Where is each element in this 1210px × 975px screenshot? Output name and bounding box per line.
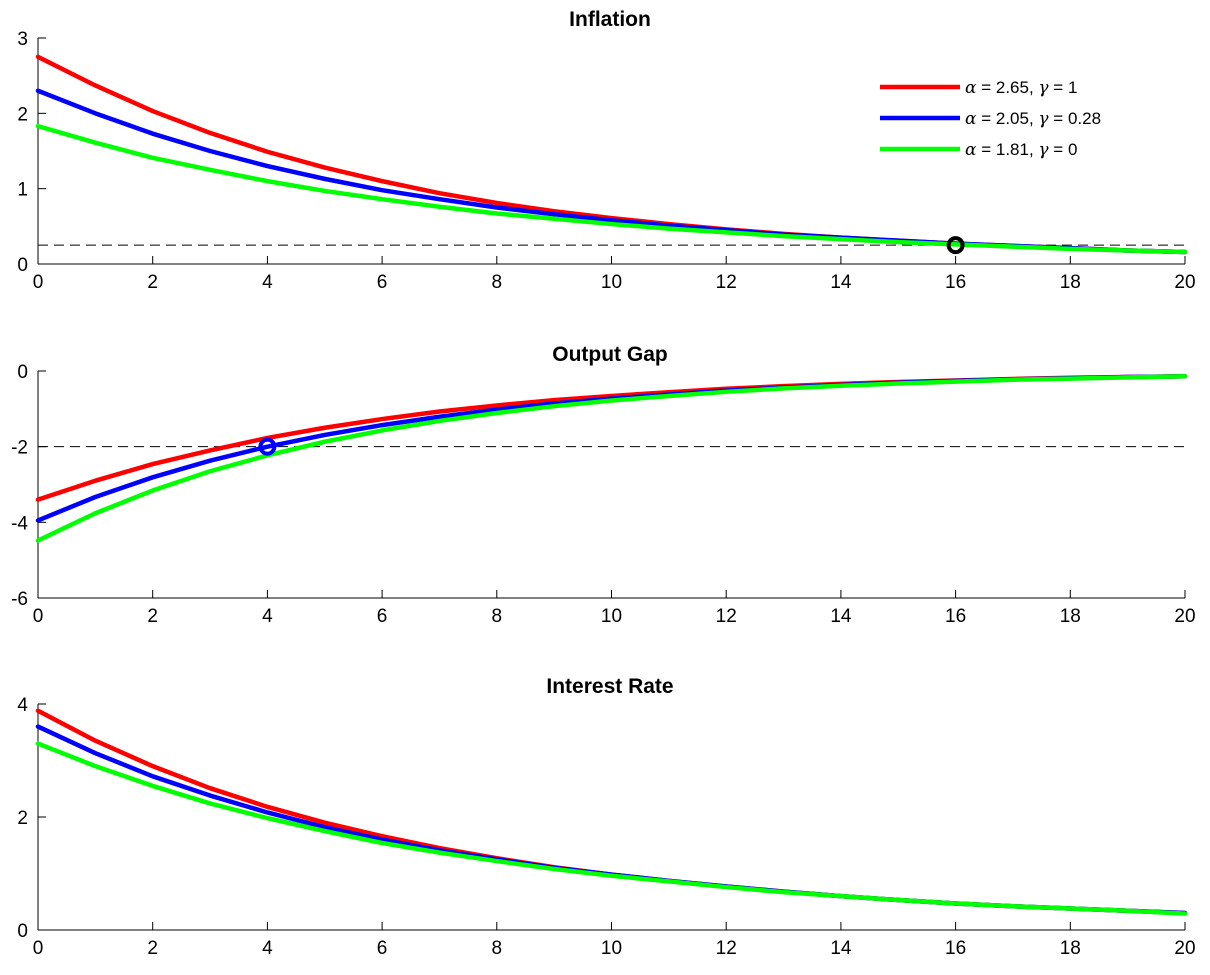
- output-gap-y-tick-label: -2: [11, 438, 28, 459]
- output-gap-x-tick-label: 18: [1060, 606, 1081, 627]
- interest-rate-series-line-2: [35, 724, 1188, 916]
- interest-rate-x-tick-label: 0: [33, 938, 44, 959]
- interest-rate-y-tick-label: 2: [17, 808, 28, 829]
- legend-label-2: α = 2.05, γ = 0.28: [965, 109, 1101, 129]
- inflation-x-tick-label: 20: [1174, 272, 1195, 293]
- inflation-crossing-marker: [946, 236, 965, 255]
- interest-rate-x-tick-label: 4: [262, 938, 273, 959]
- inflation-x-tick-label: 12: [716, 272, 737, 293]
- interest-rate-x-tick-label: 2: [147, 938, 158, 959]
- interest-rate-series-line-3: [35, 741, 1188, 916]
- output-gap-x-tick-label: 6: [377, 606, 388, 627]
- interest-rate-y-tick-label: 0: [17, 921, 28, 942]
- interest-rate-x-tick-label: 16: [945, 938, 966, 959]
- inflation-x-tick-label: 16: [945, 272, 966, 293]
- output-gap-x-tick-label: 4: [262, 606, 273, 627]
- output-gap-y-tick-label: 0: [17, 362, 28, 383]
- output-gap-x-tick-label: 20: [1174, 606, 1195, 627]
- inflation-x-tick-label: 6: [377, 272, 388, 293]
- interest-rate-x-tick-label: 6: [377, 938, 388, 959]
- output-gap-y-tick-label: -4: [11, 513, 28, 534]
- legend-label-1: α = 2.65, γ = 1: [965, 78, 1077, 98]
- output-gap-panel: Output Gap 0 2 4 6 8 10 12 14 16 18 20 -6 -4 -2 0: [11, 343, 1195, 627]
- output-gap-x-tick-label: 8: [492, 606, 503, 627]
- inflation-x-tick-label: 2: [147, 272, 158, 293]
- inflation-x-tick-label: 10: [601, 272, 622, 293]
- inflation-title: Inflation: [569, 8, 651, 31]
- inflation-y-tick-label: 0: [17, 255, 28, 276]
- interest-rate-x-tick-label: 20: [1174, 938, 1195, 959]
- inflation-x-tick-label: 4: [262, 272, 273, 293]
- inflation-x-tick-label: 18: [1060, 272, 1081, 293]
- inflation-x-tick-label: 0: [33, 272, 44, 293]
- inflation-y-tick-label: 3: [17, 29, 28, 50]
- inflation-x-tick-label: 8: [492, 272, 503, 293]
- output-gap-x-tick-label: 14: [830, 606, 852, 627]
- output-gap-series-line-3: [35, 374, 1188, 543]
- interest-rate-series-line-1: [35, 708, 1188, 916]
- interest-rate-x-tick-label: 12: [716, 938, 737, 959]
- output-gap-x-tick-label: 10: [601, 606, 622, 627]
- output-gap-x-tick-label: 16: [945, 606, 966, 627]
- output-gap-series-line-1: [35, 374, 1188, 502]
- interest-rate-x-tick-label: 18: [1060, 938, 1081, 959]
- output-gap-x-tick-label: 2: [147, 606, 158, 627]
- interest-rate-x-tick-label: 14: [830, 938, 852, 959]
- inflation-y-tick-label: 1: [17, 180, 28, 201]
- interest-rate-x-tick-label: 10: [601, 938, 622, 959]
- interest-rate-y-tick-label: 4: [17, 695, 28, 716]
- interest-rate-title: Interest Rate: [546, 675, 673, 698]
- output-gap-x-tick-label: 0: [33, 606, 44, 627]
- legend-label-3: α = 1.81, γ = 0: [965, 140, 1077, 160]
- output-gap-title: Output Gap: [552, 343, 667, 366]
- interest-rate-panel: Interest Rate 0 2 4 6 8 10 12 14 16 18 20 0 2 4: [17, 675, 1195, 959]
- inflation-series-line-3: [35, 123, 1188, 255]
- inflation-x-tick-label: 14: [830, 272, 852, 293]
- output-gap-y-tick-label: -6: [11, 589, 28, 610]
- output-gap-crossing-marker: [258, 437, 277, 456]
- interest-rate-x-tick-label: 8: [492, 938, 503, 959]
- output-gap-x-tick-label: 12: [716, 606, 737, 627]
- inflation-y-tick-label: 2: [17, 104, 28, 125]
